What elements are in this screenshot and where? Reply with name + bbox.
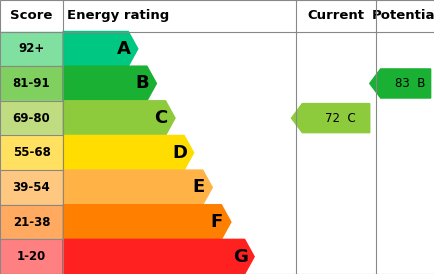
Text: Energy rating: Energy rating — [67, 9, 169, 22]
Bar — [0, 205, 63, 239]
Polygon shape — [63, 135, 193, 170]
Text: 1-20: 1-20 — [17, 250, 46, 263]
Bar — [0, 32, 63, 66]
Polygon shape — [63, 239, 253, 274]
Text: C: C — [154, 109, 168, 127]
Text: 69-80: 69-80 — [13, 112, 50, 125]
Text: Current: Current — [307, 9, 364, 22]
Polygon shape — [63, 205, 230, 239]
Text: D: D — [172, 144, 187, 162]
Text: 92+: 92+ — [18, 42, 45, 55]
Polygon shape — [291, 104, 369, 133]
Text: 21-38: 21-38 — [13, 216, 50, 229]
Text: 72  C: 72 C — [324, 112, 355, 125]
Text: 39-54: 39-54 — [13, 181, 50, 194]
Polygon shape — [63, 170, 212, 205]
Text: F: F — [210, 213, 223, 231]
Text: 81-91: 81-91 — [13, 77, 50, 90]
Text: Score: Score — [10, 9, 53, 22]
Text: G: G — [232, 248, 247, 266]
Bar — [0, 170, 63, 205]
Text: 55-68: 55-68 — [13, 146, 50, 159]
Polygon shape — [63, 66, 156, 101]
Text: E: E — [192, 178, 204, 196]
Bar — [0, 135, 63, 170]
Polygon shape — [369, 69, 430, 98]
Text: Potential: Potential — [371, 9, 434, 22]
Bar — [0, 239, 63, 274]
Polygon shape — [63, 101, 174, 135]
Text: B: B — [135, 75, 149, 92]
Bar — [0, 101, 63, 135]
Text: A: A — [117, 40, 131, 58]
Text: 83  B: 83 B — [394, 77, 424, 90]
Polygon shape — [63, 32, 138, 66]
Bar — [0, 66, 63, 101]
